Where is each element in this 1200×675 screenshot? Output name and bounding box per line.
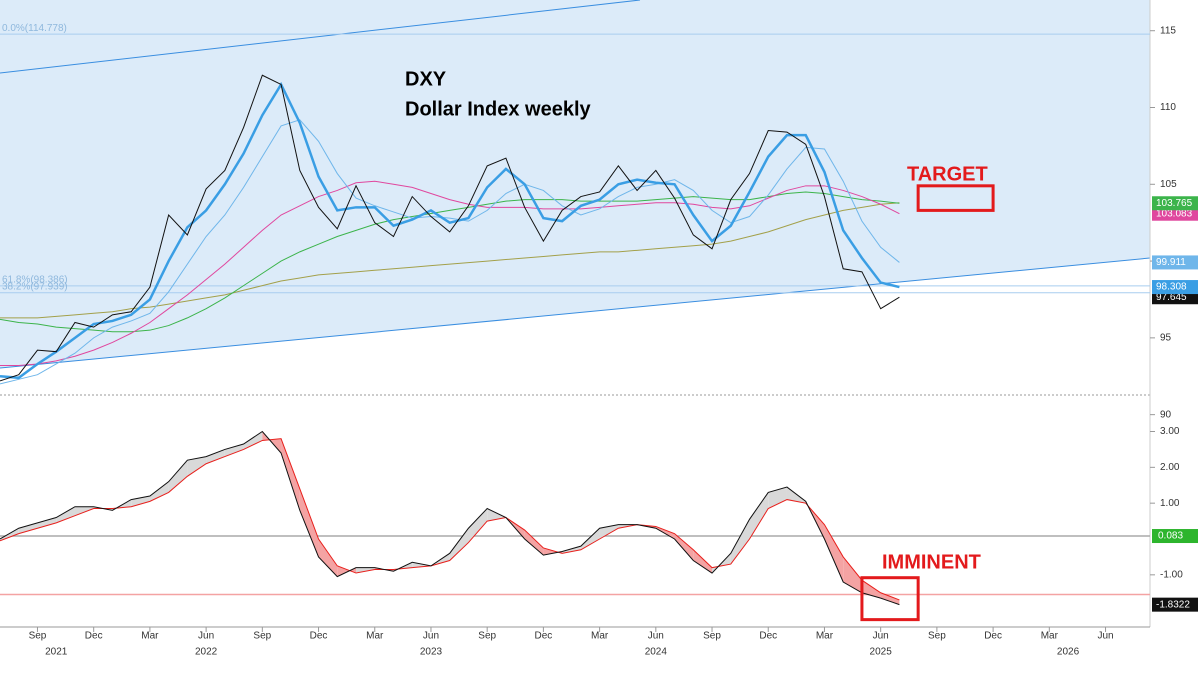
value-tag-label: -1.8322 <box>1156 599 1190 610</box>
x-tick-label: Sep <box>29 631 47 642</box>
series-line <box>0 430 900 606</box>
fill-band <box>206 449 225 464</box>
value-tag <box>1152 196 1198 211</box>
x-tick-label: Jun <box>198 631 214 642</box>
fill-band <box>168 460 188 493</box>
channel-lower <box>0 257 1151 369</box>
fill-band <box>730 519 750 565</box>
value-tag-label: 103.083 <box>1156 208 1193 219</box>
value-tag-label: 98.308 <box>1156 282 1187 293</box>
fill-band <box>524 530 544 556</box>
fill-band <box>880 592 900 605</box>
chart-subtitle: Dollar Index weekly <box>405 98 592 120</box>
y-tick-label: 110 <box>1160 102 1176 113</box>
x-tick-label: Mar <box>366 631 384 642</box>
y-tick-label: -1.00 <box>1160 569 1183 580</box>
x-tick-label: Dec <box>85 631 103 642</box>
value-tag-label: 0.083 <box>1158 531 1183 542</box>
reference-label: 61.8%(98.386) <box>2 274 68 285</box>
x-tick-label: Jun <box>873 631 889 642</box>
series-line <box>0 119 900 385</box>
x-tick-label: Jun <box>423 631 439 642</box>
series-line <box>0 438 900 601</box>
year-label: 2026 <box>1057 647 1080 658</box>
x-tick-label: Mar <box>816 631 834 642</box>
fill-band <box>131 496 150 507</box>
value-tag-label: 99.911 <box>1156 257 1186 268</box>
fill-band <box>18 522 38 534</box>
fill-band <box>749 492 769 539</box>
year-label: 2021 <box>45 647 68 658</box>
x-tick-label: Dec <box>984 631 1002 642</box>
fill-band <box>299 488 319 557</box>
annotation: TARGET <box>907 163 988 185</box>
series-line <box>0 180 900 366</box>
y-tick-label: 115 <box>1160 25 1176 36</box>
value-tag <box>1152 597 1198 612</box>
fill-band <box>318 539 338 577</box>
series-line <box>0 81 900 380</box>
y-tick-label: 95 <box>1160 332 1172 343</box>
fill-band <box>281 438 300 511</box>
x-tick-label: Sep <box>703 631 721 642</box>
x-tick-label: Dec <box>534 631 552 642</box>
reference-label: 0.0%(114.778) <box>2 23 67 34</box>
value-tag-label: 103.765 <box>1156 198 1193 209</box>
fill-band <box>56 506 75 523</box>
x-tick-label: Dec <box>310 631 328 642</box>
chart-title: DXY <box>405 68 447 90</box>
series-line <box>0 191 900 333</box>
x-tick-label: Mar <box>141 631 159 642</box>
reference-label: 38.2%(97.939) <box>2 281 68 292</box>
fill-band <box>712 553 731 574</box>
x-tick-label: Sep <box>478 631 496 642</box>
year-label: 2023 <box>420 647 443 658</box>
target-box <box>860 576 920 622</box>
year-label: 2022 <box>195 647 218 658</box>
y-tick-label: 105 <box>1160 179 1177 190</box>
fill-band <box>824 524 844 582</box>
x-tick-label: Jun <box>648 631 664 642</box>
series-line <box>0 202 900 319</box>
value-tag <box>1152 255 1198 270</box>
x-tick-label: Jun <box>1097 631 1113 642</box>
year-label: 2024 <box>645 647 668 658</box>
fill-band <box>187 456 207 477</box>
fill-band <box>243 431 263 450</box>
value-tag <box>1152 529 1198 544</box>
fill-band <box>768 487 787 509</box>
y-tick-label: 3.00 <box>1160 426 1180 437</box>
fill-band <box>599 524 619 539</box>
year-label: 2025 <box>870 647 893 658</box>
x-tick-label: Sep <box>253 631 271 642</box>
channel-fill <box>0 0 1150 368</box>
y-tick-label: 2.00 <box>1160 462 1180 473</box>
channel-upper <box>0 0 641 74</box>
series-line <box>0 74 900 382</box>
fill-band <box>224 444 244 457</box>
fill-band <box>468 508 488 543</box>
x-tick-label: Dec <box>759 631 777 642</box>
x-tick-label: Mar <box>1041 631 1059 642</box>
target-box <box>916 184 995 212</box>
fill-band <box>843 556 862 593</box>
y-tick-label: 90 <box>1160 409 1172 420</box>
x-tick-label: Mar <box>591 631 609 642</box>
value-tag-label: 97.645 <box>1156 292 1187 303</box>
y-tick-label: 1.00 <box>1160 498 1180 509</box>
x-tick-label: Sep <box>928 631 946 642</box>
value-tag <box>1152 280 1198 295</box>
fill-band <box>693 549 713 574</box>
fill-band <box>674 533 694 561</box>
fill-band <box>149 481 169 502</box>
fill-band <box>449 528 469 561</box>
fill-band <box>580 528 600 550</box>
fill-band <box>37 517 57 529</box>
annotation: IMMINENT <box>882 551 981 573</box>
